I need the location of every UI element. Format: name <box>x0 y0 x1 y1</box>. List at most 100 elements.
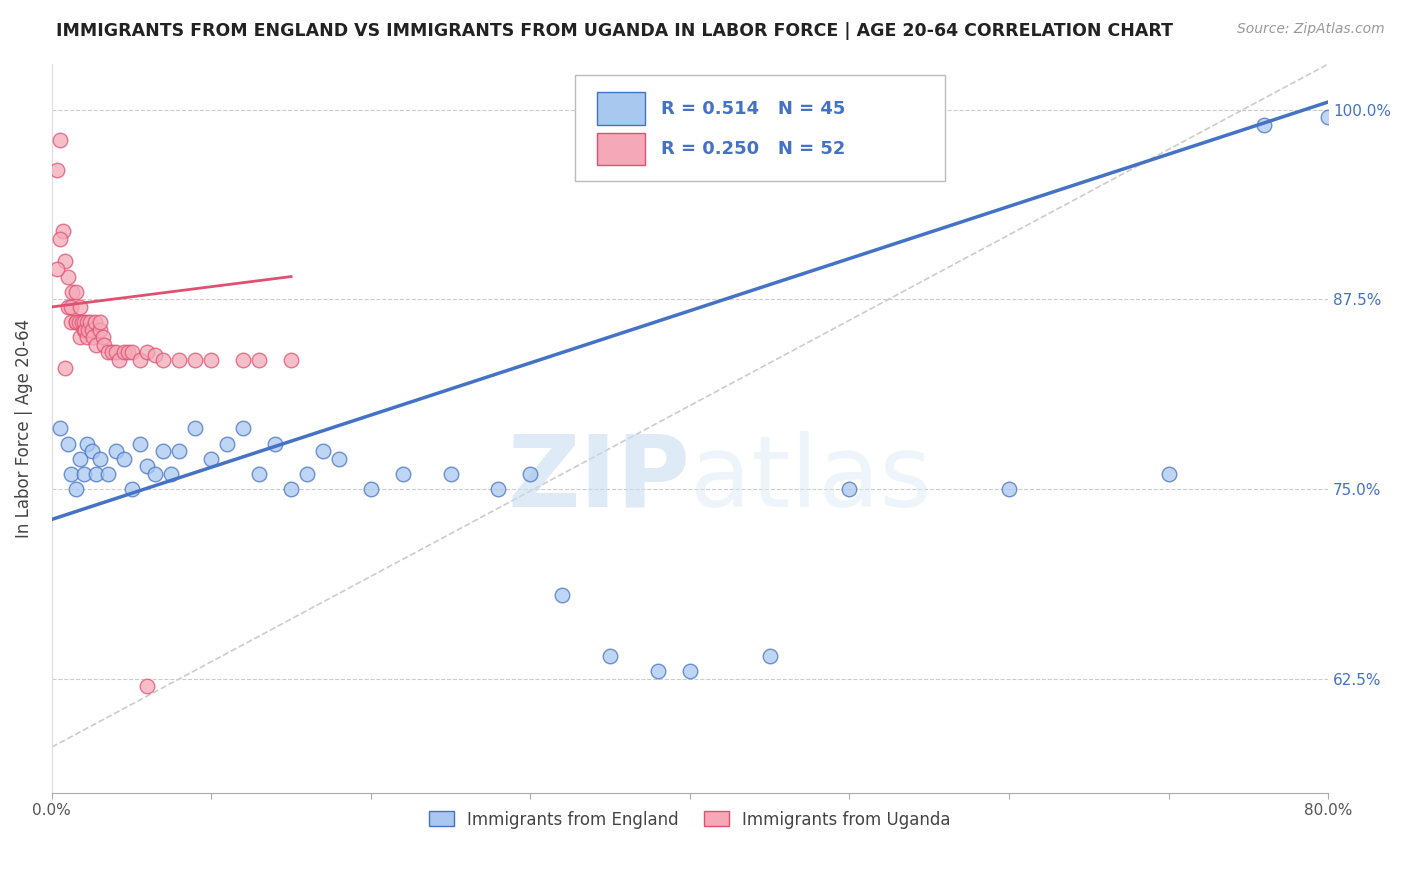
Point <box>551 588 574 602</box>
Point <box>519 467 541 481</box>
Point <box>117 345 139 359</box>
Point <box>169 353 191 368</box>
Point <box>73 315 96 329</box>
Point <box>128 353 150 368</box>
Point <box>48 133 70 147</box>
Point <box>121 345 143 359</box>
Point <box>59 315 82 329</box>
Point <box>217 436 239 450</box>
Point <box>65 482 87 496</box>
Point <box>1317 110 1340 124</box>
Bar <box>596 92 645 125</box>
Point <box>328 451 350 466</box>
Point <box>65 315 87 329</box>
Point <box>45 262 67 277</box>
Point <box>48 421 70 435</box>
Point <box>169 444 191 458</box>
Point <box>75 323 97 337</box>
Point <box>247 467 270 481</box>
Point <box>232 421 254 435</box>
Point <box>107 353 129 368</box>
Point <box>97 345 120 359</box>
Point <box>65 315 87 329</box>
Point <box>360 482 382 496</box>
Point <box>91 330 114 344</box>
Point <box>838 482 860 496</box>
Point <box>647 664 669 678</box>
FancyBboxPatch shape <box>575 75 945 181</box>
Point <box>184 353 207 368</box>
Point <box>280 482 302 496</box>
Point <box>112 345 135 359</box>
Point <box>73 323 96 337</box>
Point <box>56 300 79 314</box>
Point <box>136 680 159 694</box>
Point <box>76 315 98 329</box>
Y-axis label: In Labor Force | Age 20-64: In Labor Force | Age 20-64 <box>15 318 32 538</box>
Point <box>59 467 82 481</box>
Point <box>79 315 101 329</box>
Point <box>97 467 120 481</box>
Point <box>679 664 702 678</box>
Bar <box>596 133 645 165</box>
Point <box>184 421 207 435</box>
Point <box>48 232 70 246</box>
Point <box>758 648 780 663</box>
Point <box>280 353 302 368</box>
Point <box>53 254 76 268</box>
Point <box>160 467 183 481</box>
Text: R = 0.250   N = 52: R = 0.250 N = 52 <box>661 140 845 158</box>
Text: ZIP: ZIP <box>508 431 690 528</box>
Text: atlas: atlas <box>690 431 932 528</box>
Point <box>86 467 108 481</box>
Point <box>65 285 87 299</box>
Point <box>1157 467 1180 481</box>
Point <box>439 467 461 481</box>
Text: Source: ZipAtlas.com: Source: ZipAtlas.com <box>1237 22 1385 37</box>
Point <box>83 315 105 329</box>
Point <box>295 467 318 481</box>
Point <box>77 323 100 337</box>
Point <box>45 163 67 178</box>
Point <box>69 451 91 466</box>
Text: R = 0.514   N = 45: R = 0.514 N = 45 <box>661 100 845 118</box>
Point <box>998 482 1021 496</box>
Point <box>312 444 335 458</box>
Point <box>200 451 222 466</box>
Point <box>599 648 621 663</box>
Point <box>136 459 159 474</box>
Point <box>70 315 93 329</box>
Point <box>145 349 167 363</box>
Point <box>56 269 79 284</box>
Point <box>200 353 222 368</box>
Point <box>89 315 111 329</box>
Point <box>104 444 127 458</box>
Point <box>67 315 90 329</box>
Point <box>62 285 84 299</box>
Point <box>80 444 103 458</box>
Point <box>152 444 174 458</box>
Point <box>89 451 111 466</box>
Point <box>391 467 413 481</box>
Point <box>112 451 135 466</box>
Point <box>232 353 254 368</box>
Point <box>53 360 76 375</box>
Text: IMMIGRANTS FROM ENGLAND VS IMMIGRANTS FROM UGANDA IN LABOR FORCE | AGE 20-64 COR: IMMIGRANTS FROM ENGLAND VS IMMIGRANTS FR… <box>56 22 1173 40</box>
Point <box>76 436 98 450</box>
Point <box>73 467 96 481</box>
Point <box>89 323 111 337</box>
Point <box>101 345 124 359</box>
Point <box>128 436 150 450</box>
Point <box>145 467 167 481</box>
Point <box>121 482 143 496</box>
Point <box>152 353 174 368</box>
Point <box>264 436 287 450</box>
Point <box>80 323 103 337</box>
Point <box>69 300 91 314</box>
Legend: Immigrants from England, Immigrants from Uganda: Immigrants from England, Immigrants from… <box>422 804 957 835</box>
Point <box>82 330 104 344</box>
Point <box>1253 118 1275 132</box>
Point <box>69 330 91 344</box>
Point <box>93 338 115 352</box>
Point <box>52 224 75 238</box>
